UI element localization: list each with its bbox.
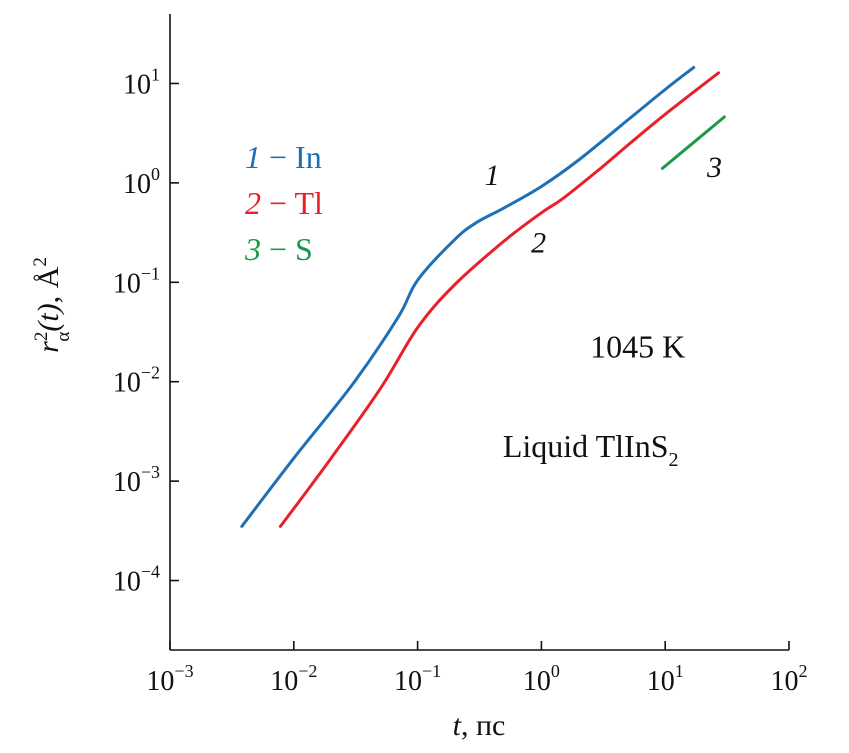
y-tick-label: 10−1 (113, 263, 160, 299)
legend: 1 − In 2 − Tl 3 − S (244, 139, 323, 267)
x-tick-label: 10−3 (146, 661, 193, 697)
y-tick-label: 100 (123, 164, 160, 200)
curve-label-2: 2 (531, 226, 546, 259)
y-axis-ticks: 10−4 10−3 10−2 10−1 100 101 (113, 64, 179, 598)
series-line-tl (278, 71, 721, 528)
series-line-in (240, 65, 696, 528)
legend-entry-in: 1 − In (245, 139, 322, 175)
x-tick-label: 102 (771, 661, 808, 697)
x-tick-label: 10−2 (270, 661, 317, 697)
series-line-s (660, 115, 726, 170)
x-axis-title: t, пс (453, 709, 506, 742)
x-tick-label: 10−1 (394, 661, 441, 697)
temperature-annotation: 1045 K (590, 329, 685, 365)
x-axis-ticks: 10−3 10−2 10−1 100 101 102 (146, 641, 808, 697)
curve-label-1: 1 (485, 159, 500, 192)
legend-entry-s: 3 − S (244, 231, 313, 267)
material-annotation: Liquid TlInS2 (503, 428, 679, 471)
series-lines (240, 65, 726, 528)
x-tick-label: 100 (523, 661, 560, 697)
axes (169, 14, 789, 651)
y-tick-label: 10−2 (113, 363, 160, 399)
curve-labels: 1 2 3 (485, 151, 722, 260)
y-tick-label: 10−3 (113, 462, 160, 498)
y-tick-label: 10−4 (113, 562, 160, 598)
annotations: 1045 K Liquid TlInS2 (503, 329, 685, 471)
y-axis-title: r2α(t), Å2 (30, 257, 74, 353)
x-tick-label: 101 (647, 661, 684, 697)
legend-entry-tl: 2 − Tl (245, 185, 323, 221)
y-tick-label: 101 (123, 64, 160, 100)
curve-label-3: 3 (706, 151, 722, 184)
